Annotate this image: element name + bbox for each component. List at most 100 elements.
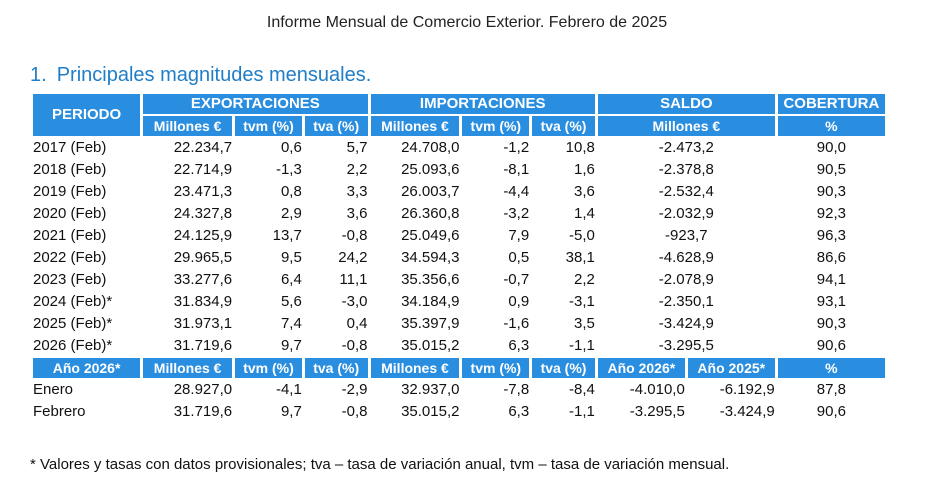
table-row: 2022 (Feb) 29.965,5 9,5 24,2 34.594,3 0,… <box>33 248 885 268</box>
cell-exp-tva: 3,6 <box>346 205 368 222</box>
cell-periodo: 2018 (Feb) <box>33 161 107 178</box>
cell-saldo: -923,7 <box>665 227 708 244</box>
cell-imp: 24.708,0 <box>401 139 460 156</box>
header-m-exp-millones: Millones € <box>143 358 233 378</box>
cell-saldo-2026: -3.295,5 <box>629 403 685 420</box>
cell-exp: 31.834,9 <box>173 293 233 310</box>
header-m-imp-millones: Millones € <box>370 358 460 378</box>
cell-imp-tvm: 0,9 <box>508 293 530 310</box>
cell-periodo: 2022 (Feb) <box>33 249 107 266</box>
cell-exp-tvm: -4,1 <box>275 381 302 398</box>
cell-imp: 35.015,2 <box>401 403 460 420</box>
cell-imp-tvm: 6,3 <box>508 337 530 354</box>
cell-imp: 25.093,6 <box>401 161 460 178</box>
cell-exp: 29.965,5 <box>173 249 233 266</box>
cell-cobertura: 90,5 <box>816 161 846 178</box>
cell-saldo: -2.032,9 <box>658 205 714 222</box>
cell-imp: 34.594,3 <box>401 249 460 266</box>
cell-imp-tva: 2,2 <box>574 271 595 288</box>
cell-cobertura: 90,0 <box>816 139 846 156</box>
header-saldo: SALDO <box>597 94 775 114</box>
cell-imp: 35.356,6 <box>401 271 460 288</box>
table-row: Febrero 31.719,6 9,7 -0,8 35.015,2 6,3 -… <box>33 402 885 422</box>
cell-cobertura: 90,3 <box>816 315 846 332</box>
section-heading: 1. Principales magnitudes mensuales. <box>30 64 371 87</box>
cell-cobertura: 93,1 <box>816 293 846 310</box>
header-exportaciones: EXPORTACIONES <box>143 94 368 114</box>
header-imp-millones: Millones € <box>370 116 460 136</box>
cell-saldo: -2.473,2 <box>658 139 714 156</box>
cell-imp-tva: 1,4 <box>574 205 595 222</box>
cell-exp-tvm: 2,9 <box>280 205 302 222</box>
cell-periodo: 2021 (Feb) <box>33 227 107 244</box>
cell-exp-tva: 0,4 <box>346 315 368 332</box>
cell-exp-tva: 5,7 <box>346 139 368 156</box>
header-imp-tva: tva (%) <box>532 116 595 136</box>
cell-saldo-2025: -3.424,9 <box>719 403 775 420</box>
cell-imp-tvm: -3,2 <box>503 205 530 222</box>
cell-imp: 25.049,6 <box>401 227 460 244</box>
cell-exp: 24.327,8 <box>173 205 233 222</box>
cell-cobertura: 90,6 <box>816 337 846 354</box>
table-row: 2025 (Feb)* 31.973,1 7,4 0,4 35.397,9 -1… <box>33 314 885 334</box>
table-row: 2020 (Feb) 24.327,8 2,9 3,6 26.360,8 -3,… <box>33 204 885 224</box>
cell-saldo: -2.350,1 <box>658 293 714 310</box>
cell-imp-tvm: -7,8 <box>503 381 530 398</box>
cell-exp: 22.714,9 <box>173 161 233 178</box>
header-cobertura: COBERTURA <box>777 94 885 114</box>
cell-cobertura: 90,6 <box>816 403 846 420</box>
cell-exp: 28.927,0 <box>173 381 233 398</box>
cell-exp: 31.719,6 <box>173 337 233 354</box>
cell-exp: 24.125,9 <box>173 227 233 244</box>
table-row: 2018 (Feb) 22.714,9 -1,3 2,2 25.093,6 -8… <box>33 160 885 180</box>
cell-imp-tvm: -4,4 <box>503 183 530 200</box>
cell-exp-tva: -0,8 <box>341 337 368 354</box>
cell-imp-tva: -5,0 <box>569 227 595 244</box>
cell-imp: 26.360,8 <box>401 205 460 222</box>
header-saldo-millones: Millones € <box>597 116 775 136</box>
cell-exp: 31.973,1 <box>173 315 233 332</box>
cell-cobertura: 92,3 <box>816 205 846 222</box>
header-m-imp-tva: tva (%) <box>532 358 595 378</box>
cell-imp-tva: -1,1 <box>569 403 595 420</box>
cell-exp-tvm: 9,5 <box>280 249 302 266</box>
table-row: 2024 (Feb)* 31.834,9 5,6 -3,0 34.184,9 0… <box>33 292 885 312</box>
cell-exp-tvm: 9,7 <box>280 337 302 354</box>
table-row: 2017 (Feb) 22.234,7 0,6 5,7 24.708,0 -1,… <box>33 138 885 158</box>
table-row: 2019 (Feb) 23.471,3 0,8 3,3 26.003,7 -4,… <box>33 182 885 202</box>
cell-exp-tva: 24,2 <box>338 249 368 266</box>
cell-saldo: -3.295,5 <box>658 337 714 354</box>
header-importaciones: IMPORTACIONES <box>370 94 595 114</box>
cell-cobertura: 86,6 <box>816 249 846 266</box>
magnitudes-table: PERIODO EXPORTACIONES IMPORTACIONES SALD… <box>30 92 888 424</box>
cell-exp-tvm: 5,6 <box>280 293 302 310</box>
footnote: * Valores y tasas con datos provisionale… <box>30 456 730 473</box>
cell-imp-tvm: -8,1 <box>503 161 530 178</box>
cell-imp-tvm: 0,5 <box>508 249 530 266</box>
cell-exp: 31.719,6 <box>173 403 233 420</box>
cell-cobertura: 94,1 <box>816 271 846 288</box>
cell-imp-tva: 3,6 <box>574 183 595 200</box>
table-row: 2026 (Feb)* 31.719,6 9,7 -0,8 35.015,2 6… <box>33 336 885 356</box>
header-m-imp-tvm: tvm (%) <box>462 358 530 378</box>
cell-imp-tva: -1,1 <box>569 337 595 354</box>
cell-periodo: 2024 (Feb)* <box>33 293 113 310</box>
cell-exp-tva: -2,9 <box>341 381 368 398</box>
table-row: 2023 (Feb) 33.277,6 6,4 11,1 35.356,6 -0… <box>33 270 885 290</box>
cell-periodo: 2020 (Feb) <box>33 205 107 222</box>
cell-imp: 34.184,9 <box>401 293 460 310</box>
header-m-saldo-2026: Año 2026* <box>597 358 685 378</box>
cell-imp-tvm: -1,6 <box>503 315 530 332</box>
cell-periodo: 2019 (Feb) <box>33 183 107 200</box>
cell-imp-tva: 10,8 <box>565 139 595 156</box>
cell-exp-tva: 2,2 <box>346 161 368 178</box>
cell-periodo: 2026 (Feb)* <box>33 337 113 354</box>
cell-saldo: -2.532,4 <box>658 183 714 200</box>
cell-exp-tva: -3,0 <box>341 293 368 310</box>
cell-imp: 32.937,0 <box>401 381 460 398</box>
cell-exp-tvm: 13,7 <box>272 227 302 244</box>
header-ano-2026: Año 2026* <box>33 358 141 378</box>
report-title: Informe Mensual de Comercio Exterior. Fe… <box>266 14 668 31</box>
cell-cobertura: 90,3 <box>816 183 846 200</box>
cell-exp-tvm: 7,4 <box>280 315 302 332</box>
